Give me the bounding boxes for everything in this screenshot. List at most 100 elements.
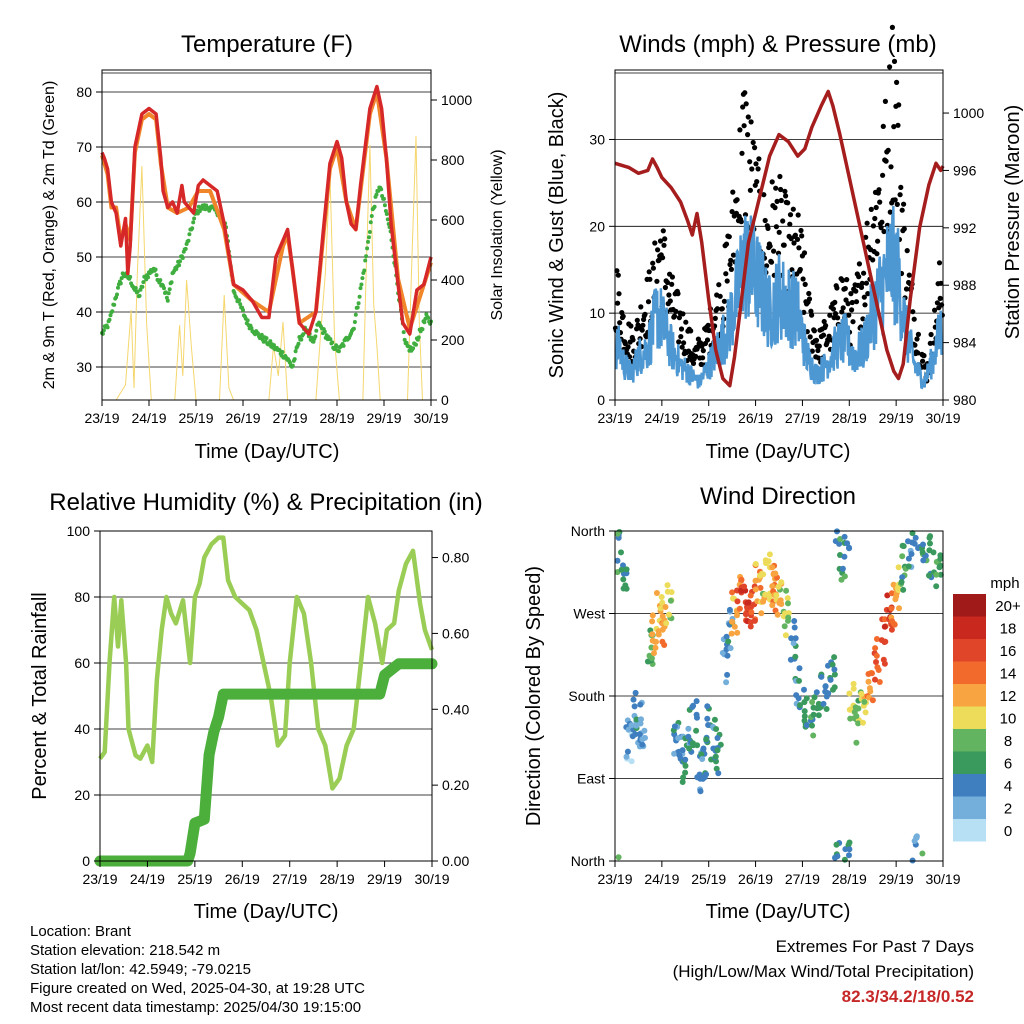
direction-xtick-label: 24/19	[644, 871, 679, 887]
winds-left-ytick-label: 0	[597, 392, 605, 408]
winds-left-ytick-label: 20	[589, 218, 605, 234]
gust-point	[688, 328, 694, 334]
gust-point	[729, 209, 735, 215]
direction-point	[679, 779, 686, 785]
legend-swatch	[953, 661, 986, 684]
gust-point	[877, 199, 883, 205]
dewpoint-point	[369, 214, 374, 218]
gust-point	[726, 234, 732, 240]
direction-point	[872, 645, 879, 652]
direction-point	[833, 841, 840, 848]
dewpoint-point	[301, 332, 306, 337]
gust-point	[842, 285, 848, 292]
direction-point	[729, 618, 736, 625]
gust-point	[846, 312, 852, 318]
gust-point	[764, 263, 770, 269]
direction-xtick-label: 25/19	[691, 871, 726, 887]
winds-ylabel-right: Station Pressure (Maroon)	[1002, 105, 1024, 340]
gust-point	[910, 309, 916, 315]
direction-points	[614, 528, 944, 864]
legend-label: 12	[1000, 688, 1017, 705]
dewpoint-point	[183, 246, 188, 251]
direction-point	[839, 565, 846, 572]
temperature-x-ticks: 23/19 24/19 25/19 26/19 27/19 28/19 29/19 30/19	[84, 400, 449, 426]
dewpoint-point	[293, 349, 298, 354]
gust-point	[863, 234, 869, 240]
gust-point	[797, 266, 803, 273]
legend-swatch	[953, 616, 986, 639]
gust-point	[821, 318, 827, 325]
dewpoint-point	[404, 340, 409, 345]
direction-point	[723, 633, 730, 640]
direction-point	[846, 846, 853, 853]
dewpoint-point	[119, 276, 124, 281]
gust-point	[678, 334, 684, 340]
gust-point	[920, 358, 926, 364]
gust-point	[830, 306, 837, 312]
gust-point	[800, 276, 806, 282]
gust-point	[936, 260, 943, 266]
figure-created: Figure created on Wed, 2025-04-30, at 19…	[30, 980, 365, 997]
dewpoint-point	[191, 220, 196, 225]
dewpoint-point	[167, 287, 172, 292]
gust-point	[661, 242, 667, 248]
gust-point	[776, 229, 782, 235]
direction-panel: Wind Direction North East South West North 2…	[523, 483, 1021, 923]
direction-point	[850, 685, 857, 692]
dewpoint-point	[299, 337, 304, 342]
direction-point	[726, 606, 733, 613]
dewpoint-point	[402, 337, 407, 342]
gust-point	[870, 257, 876, 263]
dewpoint-point	[416, 335, 421, 340]
temperature-ylabel-right: Solar Insolation (Yellow)	[489, 149, 506, 320]
temperature-title: Temperature (F)	[181, 31, 353, 58]
dewpoint-point	[112, 302, 117, 307]
legend-label: 8	[1004, 733, 1012, 750]
gust-point	[752, 145, 758, 151]
dewpoint-point	[259, 332, 264, 337]
direction-point	[734, 629, 741, 636]
gust-point	[730, 252, 737, 258]
gust-point	[801, 250, 808, 256]
gust-point	[695, 336, 702, 342]
gust-point	[719, 306, 725, 312]
temp-9m-series	[100, 90, 433, 331]
station-elevation: Station elevation: 218.542 m	[30, 942, 221, 959]
gust-point	[878, 225, 884, 231]
dewpoint-point	[366, 239, 370, 244]
direction-point	[667, 597, 674, 604]
direction-point	[704, 715, 711, 722]
gust-point	[792, 232, 799, 238]
temp-2m-series	[100, 84, 433, 336]
direction-point	[747, 623, 754, 630]
station-location: Location: Brant	[30, 923, 131, 940]
gust-point	[827, 312, 833, 318]
temperature-right-ytick-label: 200	[441, 332, 465, 348]
gust-point	[870, 223, 877, 229]
gust-point	[898, 184, 904, 190]
gust-point	[773, 185, 779, 191]
winds-left-ytick-label: 10	[589, 305, 605, 321]
gust-point	[778, 186, 784, 193]
dewpoint-point	[178, 259, 182, 264]
temperature-right-ytick-label: 1000	[441, 92, 472, 108]
direction-point	[831, 671, 838, 678]
direction-point	[813, 689, 820, 696]
legend-label: 16	[1000, 643, 1017, 660]
direction-point	[899, 574, 906, 581]
direction-point	[888, 605, 895, 612]
sonic-wind-line	[614, 205, 944, 390]
direction-point	[727, 645, 734, 652]
direction-point	[730, 595, 736, 602]
gust-point	[739, 150, 745, 156]
direction-point	[762, 591, 769, 598]
direction-point	[858, 690, 865, 697]
gust-point	[872, 215, 878, 222]
dewpoint-point	[355, 305, 360, 310]
gust-point	[781, 242, 787, 248]
gust-point	[647, 276, 653, 282]
direction-point	[693, 711, 700, 718]
gust-point	[642, 311, 648, 317]
direction-point	[791, 618, 798, 624]
direction-point	[815, 712, 822, 719]
